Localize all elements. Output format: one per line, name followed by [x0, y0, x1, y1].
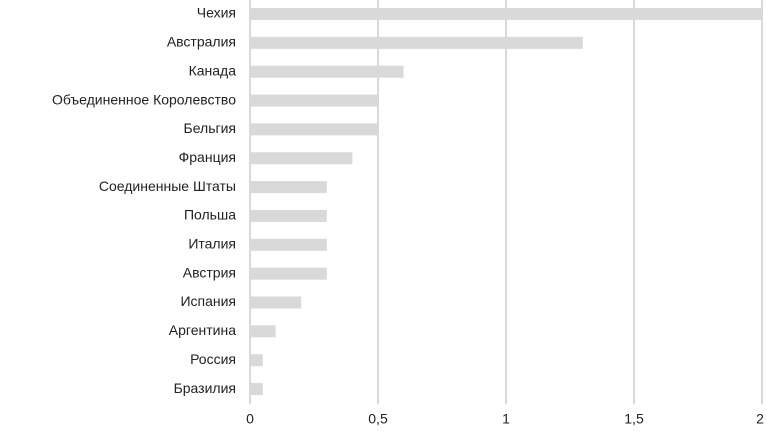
bar: [250, 123, 378, 136]
y-tick-label: Объединенное Королевство: [52, 91, 236, 107]
y-tick-label: Франция: [179, 149, 236, 165]
y-tick-label: Австрия: [183, 264, 236, 280]
y-tick-label: Аргентина: [169, 322, 236, 338]
bar: [250, 354, 263, 367]
y-tick-label: Польша: [184, 207, 236, 223]
bar: [250, 8, 762, 20]
bar: [250, 209, 327, 222]
bar: [250, 383, 263, 396]
y-tick-label: Соединенные Штаты: [99, 178, 236, 194]
bar: [250, 325, 276, 338]
x-tick-label: 0: [246, 411, 254, 427]
x-tick-label: 1: [502, 411, 510, 427]
bar: [250, 152, 353, 165]
bar: [250, 267, 327, 280]
y-tick-label: Австралия: [167, 34, 236, 50]
x-tick-label: 0,5: [368, 411, 388, 427]
bar: [250, 94, 378, 107]
y-tick-label: Италия: [188, 236, 236, 252]
bar: [250, 238, 327, 251]
bar: [250, 65, 404, 78]
y-tick-label: Чехия: [197, 5, 236, 21]
bar: [250, 296, 302, 309]
y-tick-label: Испания: [180, 293, 236, 309]
y-tick-label: Россия: [190, 351, 236, 367]
x-tick-label: 2: [756, 411, 764, 427]
y-tick-label: Бельгия: [184, 120, 236, 136]
bar: [250, 36, 583, 49]
y-tick-label: Канада: [189, 62, 237, 78]
x-tick-label: 1,5: [624, 411, 644, 427]
bar: [250, 181, 327, 194]
y-tick-label: Бразилия: [174, 380, 236, 396]
